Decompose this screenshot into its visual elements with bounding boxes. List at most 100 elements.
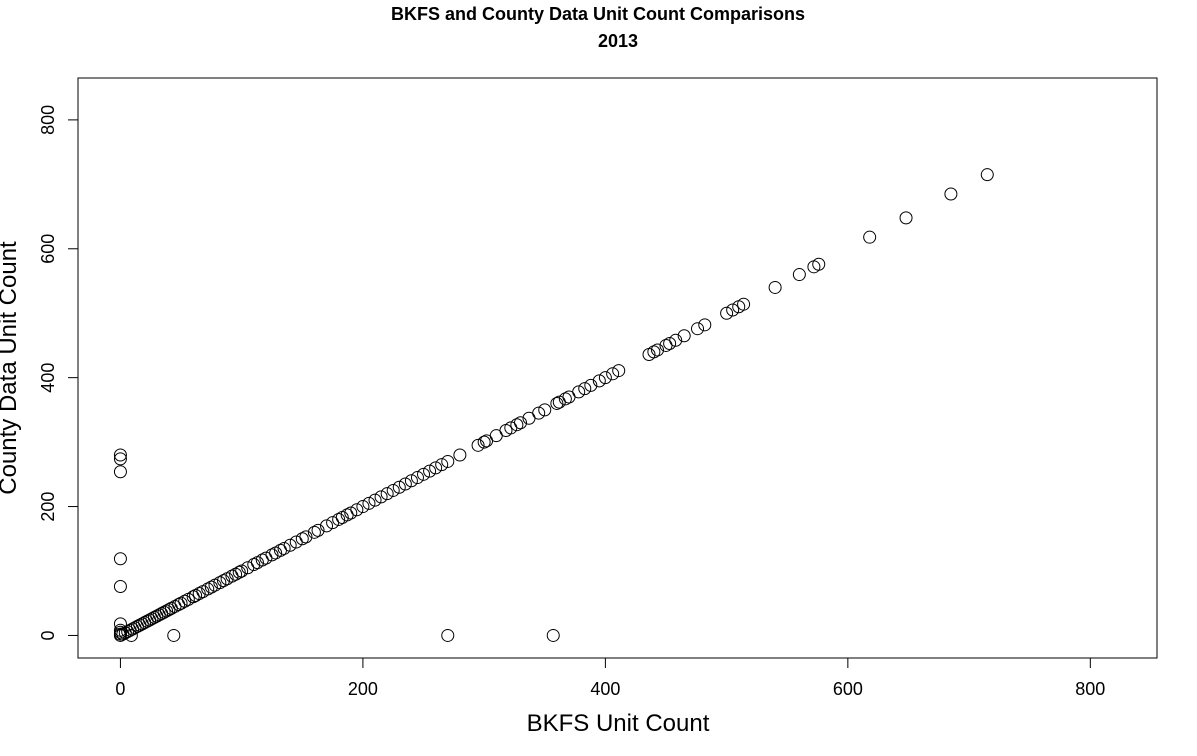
- data-point: [113, 552, 127, 566]
- data-point: [546, 628, 560, 642]
- data-point: [647, 345, 661, 359]
- data-point: [598, 371, 612, 385]
- data-point: [247, 558, 261, 572]
- data-point: [726, 303, 740, 317]
- chart-title: BKFS and County Data Unit Count Comparis…: [391, 4, 805, 24]
- data-point: [768, 280, 782, 294]
- x-tick-label: 200: [348, 679, 378, 699]
- data-point: [178, 594, 192, 608]
- data-point: [606, 367, 620, 381]
- data-point: [410, 471, 424, 485]
- data-point: [398, 477, 412, 491]
- data-point: [453, 448, 467, 462]
- data-point: [124, 628, 138, 642]
- plot-frame: [77, 77, 1158, 659]
- data-point: [477, 435, 491, 449]
- data-point: [899, 211, 913, 225]
- data-point: [651, 343, 665, 357]
- data-point: [350, 503, 364, 517]
- data-points: [113, 168, 994, 642]
- data-point: [235, 564, 249, 578]
- y-axis: 0 200 400 600 800: [38, 105, 79, 640]
- y-tick-label: 600: [38, 234, 58, 264]
- data-point: [578, 382, 592, 396]
- data-point: [356, 500, 370, 514]
- data-point: [980, 168, 994, 182]
- data-point: [362, 496, 376, 510]
- data-point: [499, 424, 513, 438]
- data-point: [299, 530, 313, 544]
- data-point: [592, 374, 606, 388]
- data-point: [698, 318, 712, 332]
- y-tick-label: 0: [38, 630, 58, 640]
- data-point: [691, 322, 705, 336]
- data-point: [174, 596, 188, 610]
- data-point: [471, 438, 485, 452]
- data-point: [572, 385, 586, 399]
- data-point: [514, 416, 528, 430]
- chart-subtitle: 2013: [598, 31, 638, 51]
- data-point: [201, 582, 215, 596]
- data-point: [510, 418, 524, 432]
- data-point: [663, 337, 677, 351]
- data-point: [320, 519, 334, 533]
- data-point: [812, 257, 826, 271]
- y-tick-label: 200: [38, 492, 58, 522]
- data-point: [380, 487, 394, 501]
- data-point: [277, 541, 291, 555]
- data-point: [311, 523, 325, 537]
- data-point: [441, 454, 455, 468]
- data-point: [386, 483, 400, 497]
- x-tick-label: 800: [1075, 679, 1105, 699]
- data-point: [737, 297, 751, 311]
- data-point: [720, 306, 734, 320]
- y-tick-label: 400: [38, 363, 58, 393]
- data-point: [192, 587, 206, 601]
- data-point: [113, 452, 127, 466]
- data-point: [429, 461, 443, 475]
- data-point: [392, 480, 406, 494]
- y-axis-label: County Data Unit Count: [0, 241, 22, 495]
- data-point: [189, 588, 203, 602]
- data-point: [550, 396, 564, 410]
- data-point: [167, 628, 181, 642]
- data-point: [204, 580, 218, 594]
- x-axis-label: BKFS Unit Count: [527, 710, 710, 737]
- data-point: [265, 548, 279, 562]
- data-point: [344, 506, 358, 520]
- data-point: [584, 378, 598, 392]
- data-point: [307, 525, 321, 539]
- data-point: [368, 493, 382, 507]
- data-point: [113, 448, 127, 462]
- data-point: [295, 532, 309, 546]
- data-point: [669, 333, 683, 347]
- data-point: [374, 490, 388, 504]
- data-point: [792, 268, 806, 282]
- data-point: [332, 512, 346, 526]
- data-point: [417, 467, 431, 481]
- data-point: [404, 474, 418, 488]
- data-point: [532, 406, 546, 420]
- data-point: [229, 567, 243, 581]
- data-point: [283, 538, 297, 552]
- data-point: [232, 565, 246, 579]
- data-point: [423, 464, 437, 478]
- data-point: [216, 574, 230, 588]
- data-point: [213, 576, 227, 590]
- data-point: [863, 230, 877, 244]
- data-point: [113, 579, 127, 593]
- data-point: [807, 260, 821, 274]
- x-axis: 0 200 400 600 800: [115, 657, 1105, 699]
- data-point: [558, 392, 572, 406]
- data-point: [677, 329, 691, 343]
- data-point: [441, 628, 455, 642]
- data-point: [113, 465, 127, 479]
- data-point: [612, 364, 626, 378]
- data-point: [435, 458, 449, 472]
- y-tick-label: 800: [38, 105, 58, 135]
- x-tick-label: 400: [590, 679, 620, 699]
- data-point: [538, 403, 552, 417]
- x-tick-label: 0: [115, 679, 125, 699]
- x-tick-label: 600: [833, 679, 863, 699]
